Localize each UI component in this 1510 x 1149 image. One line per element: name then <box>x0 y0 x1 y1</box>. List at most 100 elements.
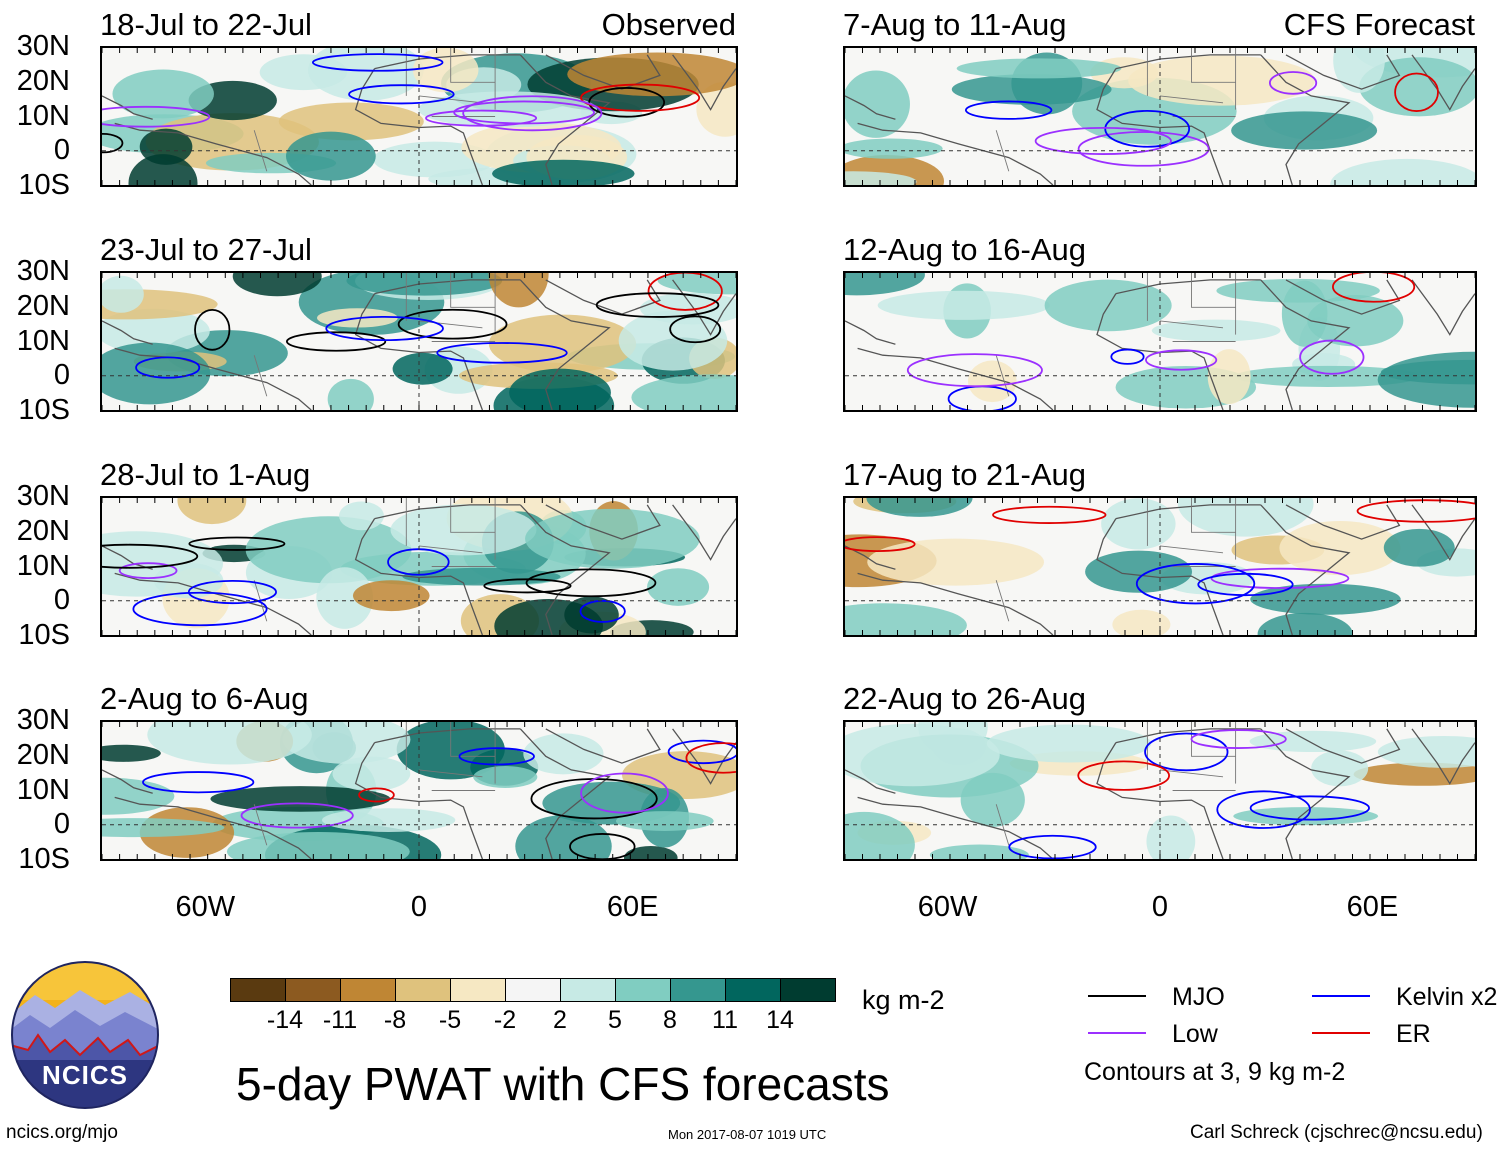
lon-tick-label: 60W <box>917 891 978 923</box>
lat-tick-label: 10S <box>18 619 70 651</box>
contour-kelvin-x2 <box>142 771 255 794</box>
pwat-anomaly-patch <box>956 58 1122 79</box>
contour-kelvin-x2 <box>1135 563 1256 605</box>
contour-low <box>906 353 1043 388</box>
legend-label: ER <box>1396 1020 1431 1048</box>
colorbar-swatch <box>285 978 341 1002</box>
pwat-anomaly-patch <box>147 722 312 765</box>
pwat-anomaly-patch <box>282 722 411 764</box>
legend-line-er <box>1312 1032 1370 1034</box>
pwat-anomaly-patch <box>390 504 537 556</box>
panel-title: 22-Aug to 26-Aug <box>843 681 1087 716</box>
pwat-anomaly-patch <box>153 562 224 599</box>
pwat-anomaly-patch <box>285 131 376 181</box>
colorbar-swatch <box>450 978 506 1002</box>
coastlines <box>845 48 1475 185</box>
pwat-anomaly-patch <box>631 374 736 410</box>
lat-tick-label: 20N <box>16 514 70 547</box>
contour-er <box>1077 760 1170 791</box>
panel-title: 23-Jul to 27-Jul <box>100 232 312 267</box>
contour-mjo <box>102 543 199 569</box>
colorbar-swatch <box>560 978 616 1002</box>
pwat-anomaly-patch <box>1330 158 1475 185</box>
coastlines <box>845 498 1475 635</box>
contour-low <box>1190 729 1287 749</box>
map-panel <box>843 271 1477 412</box>
pwat-anomaly-patch <box>226 831 410 859</box>
lat-tick-label: 30N <box>16 255 70 287</box>
pwat-anomaly-patch <box>1101 498 1176 550</box>
contour-low <box>425 109 538 127</box>
colorbar-tick-label: -5 <box>438 1006 462 1034</box>
footer-credit: Carl Schreck (cjschrec@ncsu.edu) <box>1190 1122 1483 1143</box>
pwat-anomaly-patch <box>1112 609 1171 635</box>
pwat-anomaly-patch <box>338 501 384 531</box>
lat-tick-label: 20N <box>16 738 70 771</box>
footer-url[interactable]: ncics.org/mjo <box>6 1122 118 1143</box>
pwat-anomaly-patch <box>986 724 1152 763</box>
lat-tick-label: 10S <box>18 394 70 426</box>
colorbar-swatch <box>340 978 396 1002</box>
panel-title: 12-Aug to 16-Aug <box>843 232 1087 267</box>
contour-low <box>118 562 178 580</box>
pwat-anomaly-patch <box>525 508 700 569</box>
logo-text: NCICS <box>42 1060 128 1090</box>
pwat-anomaly-patch <box>1377 351 1475 408</box>
lat-tick-label: 10S <box>18 843 70 875</box>
pwat-anomaly-patch <box>392 352 453 385</box>
contour-mjo <box>525 568 657 598</box>
contour-mjo <box>102 132 124 154</box>
contour-kelvin-x2 <box>1144 732 1229 772</box>
legend-line-kelvin-x2 <box>1312 995 1370 997</box>
contour-kelvin-x2 <box>964 100 1053 120</box>
ncics-logo[interactable]: NCICS <box>10 960 160 1110</box>
pwat-anomaly-patch <box>322 808 456 832</box>
contour-kelvin-x2 <box>325 315 444 342</box>
pwat-anomaly-patch <box>352 580 430 612</box>
lat-tick-label: 0 <box>53 134 70 167</box>
contour-low <box>1145 349 1218 371</box>
contour-note: Contours at 3, 9 kg m-2 <box>1084 1058 1346 1086</box>
coastlines <box>102 722 736 859</box>
pwat-anomaly-patch <box>316 567 374 629</box>
contour-kelvin-x2 <box>667 739 736 765</box>
chart-title: 5-day PWAT with CFS forecasts <box>236 1058 890 1110</box>
lat-tick-label: 10N <box>16 549 70 582</box>
pwat-anomaly-patch <box>139 128 193 165</box>
panel-title: 18-Jul to 22-Jul <box>100 7 312 42</box>
lat-tick-label: 10N <box>16 324 70 357</box>
contour-kelvin-x2 <box>1110 348 1145 365</box>
pwat-anomaly-patch <box>845 603 967 635</box>
lon-tick-label: 0 <box>1151 891 1169 923</box>
lat-tick-label: 20N <box>16 289 70 322</box>
pwat-anomaly-patch <box>1377 735 1475 768</box>
legend-line-low <box>1088 1032 1146 1034</box>
legend-line-mjo <box>1088 995 1146 997</box>
coastlines <box>102 48 736 185</box>
lon-tick-label: 60W <box>175 891 236 923</box>
panel-title: 17-Aug to 21-Aug <box>843 457 1087 492</box>
contour-low <box>1077 131 1210 167</box>
contour-er <box>580 83 701 112</box>
pwat-anomaly-patch <box>647 568 710 606</box>
lat-tick-label: 10N <box>16 99 70 132</box>
contour-er <box>992 505 1107 524</box>
pwat-anomaly-patch <box>623 845 678 859</box>
pwat-anomaly-patch <box>845 70 910 138</box>
map-panel <box>100 496 738 637</box>
contour-kelvin-x2 <box>1104 109 1191 148</box>
contour-kelvin-x2 <box>1216 790 1311 829</box>
map-panel <box>100 46 738 187</box>
pwat-anomaly-patch <box>308 48 424 101</box>
colorbar-tick-label: -14 <box>266 1006 304 1034</box>
forecast-label: CFS Forecast <box>1283 7 1475 42</box>
pwat-anomaly-patch <box>1250 583 1401 615</box>
pwat-anomaly-patch <box>1151 319 1281 342</box>
pwat-anomaly-patch <box>102 777 175 815</box>
contour-kelvin-x2 <box>1197 572 1294 597</box>
contour-kelvin-x2 <box>132 591 268 627</box>
pwat-anomaly-patch <box>1333 48 1385 93</box>
pwat-anomaly-patch <box>1085 550 1193 593</box>
contour-mjo <box>588 87 666 118</box>
contour-er <box>1394 72 1439 112</box>
